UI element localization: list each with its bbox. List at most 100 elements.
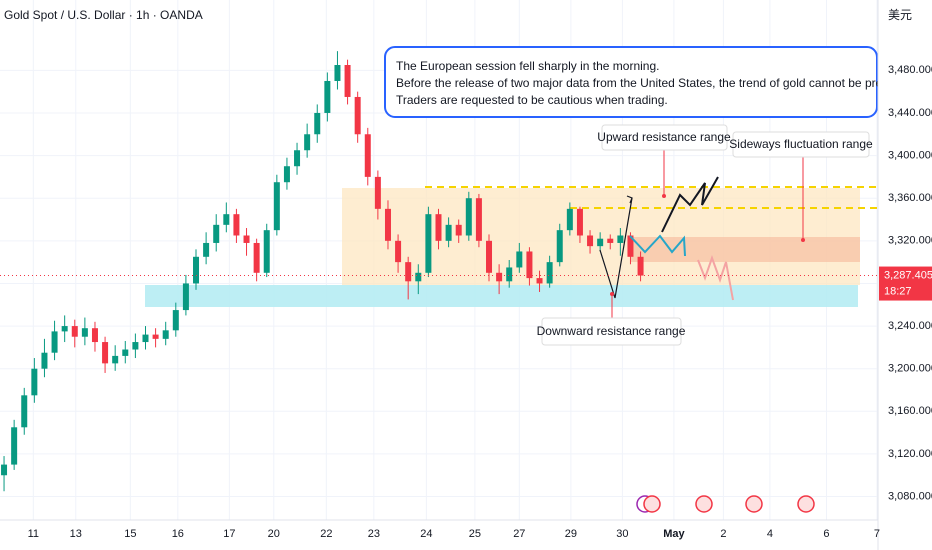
x-tick-label: 11 bbox=[28, 528, 39, 540]
y-tick-label: 3,200.000 bbox=[888, 363, 932, 375]
candle-body bbox=[1, 464, 8, 476]
y-tick-label: 3,440.000 bbox=[888, 107, 932, 119]
candle-body bbox=[395, 240, 402, 263]
currency: 美元 bbox=[888, 8, 912, 22]
y-tick-label: 3,480.000 bbox=[888, 64, 932, 76]
candle-body bbox=[526, 251, 533, 279]
axis-labels: 3,080.000 3,120.000 3,160.000 3,200.000 3,24… bbox=[0, 64, 932, 540]
leader-dot bbox=[662, 194, 666, 198]
candle-body bbox=[374, 176, 381, 209]
y-tick-label: 3,320.000 bbox=[888, 235, 932, 247]
candle-body bbox=[273, 182, 280, 231]
candle-body bbox=[405, 262, 412, 282]
projection bbox=[599, 197, 633, 299]
label-box bbox=[601, 124, 728, 151]
x-tick-label: 16 bbox=[172, 528, 184, 540]
candle-body bbox=[334, 65, 341, 81]
candle-body bbox=[203, 242, 210, 257]
y-tick-label: 3,160.000 bbox=[888, 405, 932, 417]
note-box bbox=[384, 46, 878, 118]
candle-body bbox=[71, 326, 78, 337]
candle-body bbox=[566, 208, 573, 231]
range-zone bbox=[342, 188, 860, 285]
candle-body bbox=[506, 267, 513, 282]
event-icons bbox=[636, 495, 815, 513]
candle-body bbox=[263, 230, 270, 273]
candle-body bbox=[152, 334, 159, 339]
candle-body bbox=[516, 251, 523, 268]
x-tick-label: 24 bbox=[420, 528, 432, 540]
x-tick-label: 7 bbox=[874, 528, 880, 540]
candle-body bbox=[556, 230, 563, 263]
leader-dot bbox=[610, 292, 614, 296]
candle-body bbox=[41, 352, 48, 369]
candle-body bbox=[11, 427, 18, 465]
leader-dot bbox=[801, 238, 805, 242]
candle-body bbox=[344, 65, 351, 97]
note-text: The European session fell sharply in the… bbox=[396, 59, 659, 73]
candle-body bbox=[91, 328, 98, 343]
x-tick-label: 20 bbox=[268, 528, 280, 540]
candle-body bbox=[455, 224, 462, 236]
candle-body bbox=[213, 224, 220, 243]
candle-body bbox=[162, 330, 169, 339]
candle-body bbox=[435, 214, 442, 241]
arrow-head bbox=[626, 195, 633, 204]
countdown: 18:27 bbox=[884, 285, 912, 297]
x-tick-label: 30 bbox=[616, 528, 628, 540]
candle-body bbox=[132, 342, 139, 350]
candle-body bbox=[172, 310, 179, 331]
candle-body bbox=[364, 134, 371, 177]
y-tick-label: 3,080.000 bbox=[888, 490, 932, 502]
candle-body bbox=[304, 134, 311, 151]
x-tick-label: 22 bbox=[320, 528, 332, 540]
candle-body bbox=[51, 331, 58, 353]
candle-body bbox=[496, 272, 503, 282]
candle-body bbox=[536, 278, 543, 284]
down-path bbox=[697, 255, 734, 301]
candle-body bbox=[587, 235, 594, 247]
candle-body bbox=[102, 342, 109, 364]
candle-body bbox=[21, 395, 28, 428]
candle-body bbox=[81, 328, 88, 337]
last-price-label: 3,287.405 bbox=[884, 269, 932, 281]
candle-body bbox=[61, 326, 68, 332]
label-box bbox=[732, 131, 870, 158]
candle-body bbox=[193, 256, 200, 284]
note-text: Before the release of two major data fro… bbox=[396, 76, 918, 90]
x-tick-label: May bbox=[663, 528, 685, 540]
x-tick-label: 23 bbox=[368, 528, 380, 540]
x-tick-label: 25 bbox=[469, 528, 481, 540]
label: Upward resistance range bbox=[597, 130, 731, 144]
candle-body bbox=[223, 214, 230, 225]
sideways-zone bbox=[630, 237, 860, 262]
x-tick-label: 17 bbox=[223, 528, 235, 540]
candle-body bbox=[597, 238, 604, 247]
candle-body bbox=[445, 224, 452, 241]
x-tick-label: 13 bbox=[70, 528, 82, 540]
candle-body bbox=[243, 235, 250, 243]
candle-body bbox=[637, 256, 644, 276]
candle-body bbox=[425, 214, 432, 273]
candle-body bbox=[142, 334, 149, 343]
y-tick-label: 3,240.000 bbox=[888, 320, 932, 332]
label: Downward resistance range bbox=[537, 324, 686, 338]
candle-body bbox=[31, 368, 38, 396]
candle-body bbox=[182, 283, 189, 311]
x-tick-label: 6 bbox=[823, 528, 829, 540]
chart-title: Gold Spot / U.S. Dollar · 1h · OANDA bbox=[4, 8, 203, 22]
candle-body bbox=[112, 355, 119, 364]
candle-body bbox=[546, 262, 553, 284]
x-tick-label: 29 bbox=[565, 528, 577, 540]
candle-body bbox=[607, 238, 614, 243]
y-tick-label: 3,400.000 bbox=[888, 149, 932, 161]
candle-body bbox=[233, 214, 240, 236]
candle-body bbox=[294, 150, 301, 167]
label-box bbox=[541, 317, 682, 346]
note-text: Traders are requested to be cautious whe… bbox=[396, 93, 668, 107]
candle-body bbox=[475, 198, 482, 241]
sideways-path bbox=[629, 234, 686, 257]
candle-body bbox=[314, 112, 321, 135]
x-tick-label: 15 bbox=[124, 528, 136, 540]
